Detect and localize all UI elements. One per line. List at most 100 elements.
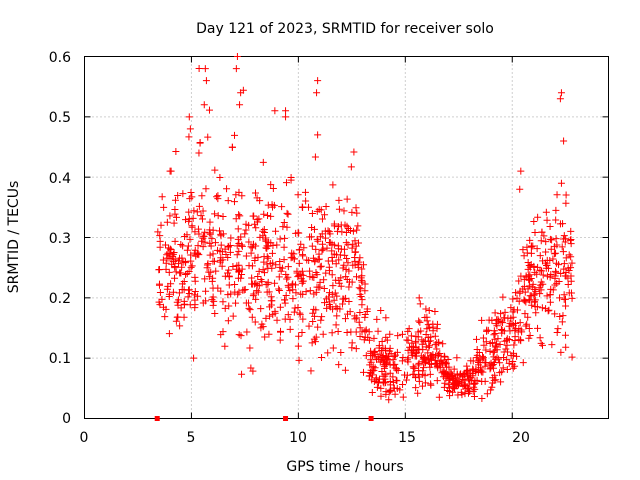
data-point — [225, 281, 233, 289]
data-point — [503, 341, 511, 349]
data-point — [301, 188, 309, 196]
data-point — [248, 244, 256, 252]
data-point — [545, 306, 553, 314]
data-point — [284, 283, 292, 291]
data-point — [453, 354, 461, 362]
x-tick-label: 5 — [187, 430, 196, 446]
data-point — [269, 203, 277, 211]
data-point — [202, 287, 210, 295]
data-point — [504, 348, 512, 356]
data-point — [513, 294, 521, 302]
data-point — [170, 248, 178, 256]
data-point — [292, 289, 300, 297]
data-point — [326, 267, 334, 275]
data-point — [154, 228, 162, 236]
data-point — [156, 289, 164, 297]
data-point — [288, 249, 296, 257]
data-point — [157, 221, 165, 229]
data-point — [564, 280, 572, 288]
data-point — [183, 246, 191, 254]
data-point — [268, 264, 276, 272]
data-point — [416, 300, 424, 308]
data-point — [493, 316, 501, 324]
data-point — [286, 287, 294, 295]
data-point — [526, 236, 534, 244]
data-point — [158, 193, 166, 201]
data-point — [176, 322, 184, 330]
data-point — [539, 280, 547, 288]
data-point — [389, 373, 397, 381]
data-point — [329, 344, 337, 352]
data-point — [268, 249, 276, 257]
data-point — [558, 318, 566, 326]
data-point — [159, 256, 167, 264]
data-point — [264, 212, 272, 220]
data-point — [479, 334, 487, 342]
data-point — [341, 366, 349, 374]
data-point — [337, 348, 345, 356]
data-point — [251, 318, 259, 326]
data-point — [332, 321, 340, 329]
data-point — [265, 288, 273, 296]
data-point — [478, 395, 486, 403]
data-point — [171, 237, 179, 245]
data-point — [555, 261, 563, 269]
data-point — [551, 310, 559, 318]
data-point — [341, 315, 349, 323]
data-point — [305, 203, 313, 211]
chart-title: Day 121 of 2023, SRMTID for receiver sol… — [196, 21, 494, 37]
data-point — [286, 325, 294, 333]
data-point — [167, 255, 175, 263]
data-point — [560, 265, 568, 273]
data-point — [165, 268, 173, 276]
data-point — [308, 242, 316, 250]
data-point — [255, 215, 263, 223]
data-point — [254, 288, 262, 296]
data-point — [418, 382, 426, 390]
data-point — [386, 361, 394, 369]
data-point — [437, 356, 445, 364]
data-point — [386, 330, 394, 338]
data-point — [315, 205, 323, 213]
data-point — [337, 221, 345, 229]
data-point — [200, 232, 208, 240]
data-point — [314, 256, 322, 264]
data-point — [519, 359, 527, 367]
data-point — [237, 274, 245, 282]
data-point — [325, 228, 333, 236]
data-point — [500, 353, 508, 361]
data-point — [290, 255, 298, 263]
data-point — [521, 310, 529, 318]
data-point — [556, 312, 564, 320]
data-point — [514, 328, 522, 336]
data-point — [423, 317, 431, 325]
data-point — [546, 235, 554, 243]
data-point — [438, 369, 446, 377]
data-point — [424, 333, 432, 341]
data-point — [332, 276, 340, 284]
data-point — [322, 269, 330, 277]
y-tick-label: 0.4 — [49, 171, 71, 187]
data-point — [415, 359, 423, 367]
data-point — [219, 298, 227, 306]
data-point — [357, 285, 365, 293]
data-point — [378, 337, 386, 345]
data-point — [269, 185, 277, 193]
data-point — [195, 251, 203, 259]
data-point — [496, 359, 504, 367]
data-point — [195, 202, 203, 210]
data-point — [214, 212, 222, 220]
data-point — [306, 233, 314, 241]
data-point — [494, 335, 502, 343]
data-point — [311, 312, 319, 320]
data-point — [205, 273, 213, 281]
data-point — [559, 248, 567, 256]
data-point — [443, 371, 451, 379]
data-point — [302, 288, 310, 296]
data-point — [513, 352, 521, 360]
data-point — [499, 319, 507, 327]
data-point — [173, 298, 181, 306]
data-point — [205, 106, 213, 114]
data-point — [246, 306, 254, 314]
